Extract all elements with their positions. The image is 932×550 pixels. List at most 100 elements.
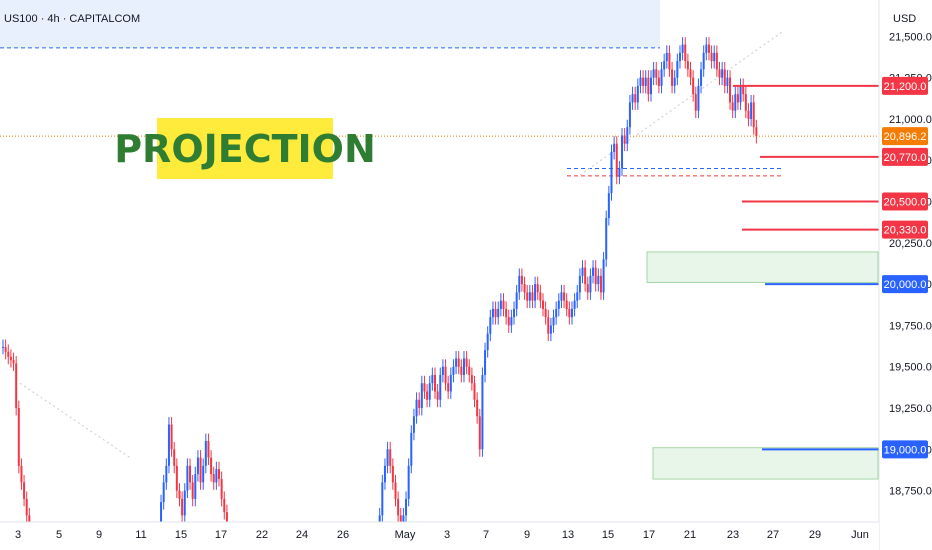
candle-body xyxy=(594,267,597,285)
x-tick-label: 21 xyxy=(684,529,696,541)
price-level-tag-text: 20,500.0 xyxy=(884,197,927,209)
x-tick-label: 15 xyxy=(175,529,187,541)
candle-body xyxy=(686,61,689,70)
candle-body xyxy=(615,143,618,177)
candle-body xyxy=(468,366,471,375)
candle-body xyxy=(486,333,489,351)
candle-body xyxy=(581,267,584,276)
candle-body xyxy=(170,424,173,450)
x-tick-label: 13 xyxy=(562,529,574,541)
candle-body xyxy=(565,300,568,309)
candle-body xyxy=(636,85,639,103)
candle-body xyxy=(189,465,192,483)
candle-body xyxy=(705,44,708,53)
candle-body xyxy=(410,432,413,466)
x-tick-label: 29 xyxy=(809,529,821,541)
time-axis[interactable] xyxy=(0,522,879,550)
candle-body xyxy=(165,465,168,483)
y-tick-label: 18,750.0 xyxy=(889,486,932,498)
candle-body xyxy=(750,102,753,119)
candle-body xyxy=(220,479,223,499)
candle-body xyxy=(515,292,518,309)
x-tick-label: 3 xyxy=(444,529,450,541)
candle-body xyxy=(418,399,421,409)
candle-body xyxy=(642,77,645,86)
candle-body xyxy=(210,457,213,475)
candle-body xyxy=(721,69,724,78)
x-tick-label: 17 xyxy=(215,529,227,541)
candle-body xyxy=(536,284,539,293)
x-tick-label: 24 xyxy=(296,529,308,541)
candle-body xyxy=(560,292,563,301)
candle-body xyxy=(700,69,703,86)
x-ticks: 3 5 9 11 15 17 22 24 26 May 3 7 9 13 15 17 21 23 27 29 Jun xyxy=(15,529,869,541)
candle-body xyxy=(578,275,581,293)
candle-body xyxy=(173,449,176,466)
candle-body xyxy=(407,465,410,499)
candle-body xyxy=(394,482,397,499)
x-tick-label: 3 xyxy=(15,529,21,541)
candle-body xyxy=(478,416,481,450)
candle-body xyxy=(570,308,573,318)
supply-zone xyxy=(0,0,660,48)
candle-body xyxy=(586,284,589,293)
y-tick-label: 21,000.0 xyxy=(889,114,932,126)
candle-body xyxy=(434,374,436,392)
candle-body xyxy=(573,300,576,309)
candle-body xyxy=(378,515,381,522)
candle-body xyxy=(386,449,389,466)
candle-body xyxy=(505,308,508,318)
projection-box[interactable] xyxy=(157,118,333,179)
candle-body xyxy=(697,85,700,111)
candle-body xyxy=(4,346,7,352)
candle-body xyxy=(584,267,587,285)
candle-body xyxy=(555,308,558,318)
candle-body xyxy=(613,143,616,152)
price-level-tag-text: 20,000.0 xyxy=(884,279,927,291)
x-tick-label: 9 xyxy=(524,529,530,541)
candle-body xyxy=(671,69,674,86)
candle-body xyxy=(2,346,4,348)
candle-body xyxy=(484,350,487,375)
x-tick-label: 9 xyxy=(96,529,102,541)
candle-body xyxy=(476,399,479,417)
candle-body xyxy=(597,275,600,285)
candle-body xyxy=(499,300,502,309)
candles-layer xyxy=(2,37,758,522)
candle-body xyxy=(718,69,721,78)
candle-body xyxy=(444,366,447,384)
y-tick-label: 21,500.0 xyxy=(889,31,932,43)
price-level-tag-bg xyxy=(882,220,928,239)
candle-body xyxy=(381,482,384,516)
candle-body xyxy=(405,498,408,516)
candle-body xyxy=(518,275,521,293)
x-tick-label: 11 xyxy=(135,529,146,541)
symbol-label: US100 · 4h · CAPITALCOM xyxy=(4,13,140,25)
candle-body xyxy=(744,94,747,111)
candle-body xyxy=(520,275,523,285)
candle-body xyxy=(652,69,655,78)
candle-body xyxy=(665,52,668,62)
price-level-tag-bg xyxy=(882,76,928,95)
candle-body xyxy=(465,358,468,367)
candle-body xyxy=(660,69,663,86)
current-price-tag-text: 20,896.2 xyxy=(884,131,927,143)
candle-body xyxy=(623,135,626,144)
candle-body xyxy=(742,85,745,95)
candle-body xyxy=(626,127,629,144)
candle-body xyxy=(631,94,634,103)
candle-body xyxy=(542,300,544,309)
candle-body xyxy=(457,358,460,367)
x-tick-label: 22 xyxy=(256,529,268,541)
candle-body xyxy=(726,77,729,86)
candle-body xyxy=(423,383,426,392)
x-tick-label: 26 xyxy=(337,529,349,541)
price-level-tag-bg xyxy=(882,275,928,294)
candle-body xyxy=(202,465,205,483)
x-tick-label: 23 xyxy=(727,529,739,541)
candle-body xyxy=(634,94,637,103)
price-tags: 21,200.0 20,770.0 20,500.0 20,330.0 20,000.0… xyxy=(882,76,928,459)
candle-body xyxy=(734,94,737,111)
candle-body xyxy=(568,308,571,318)
